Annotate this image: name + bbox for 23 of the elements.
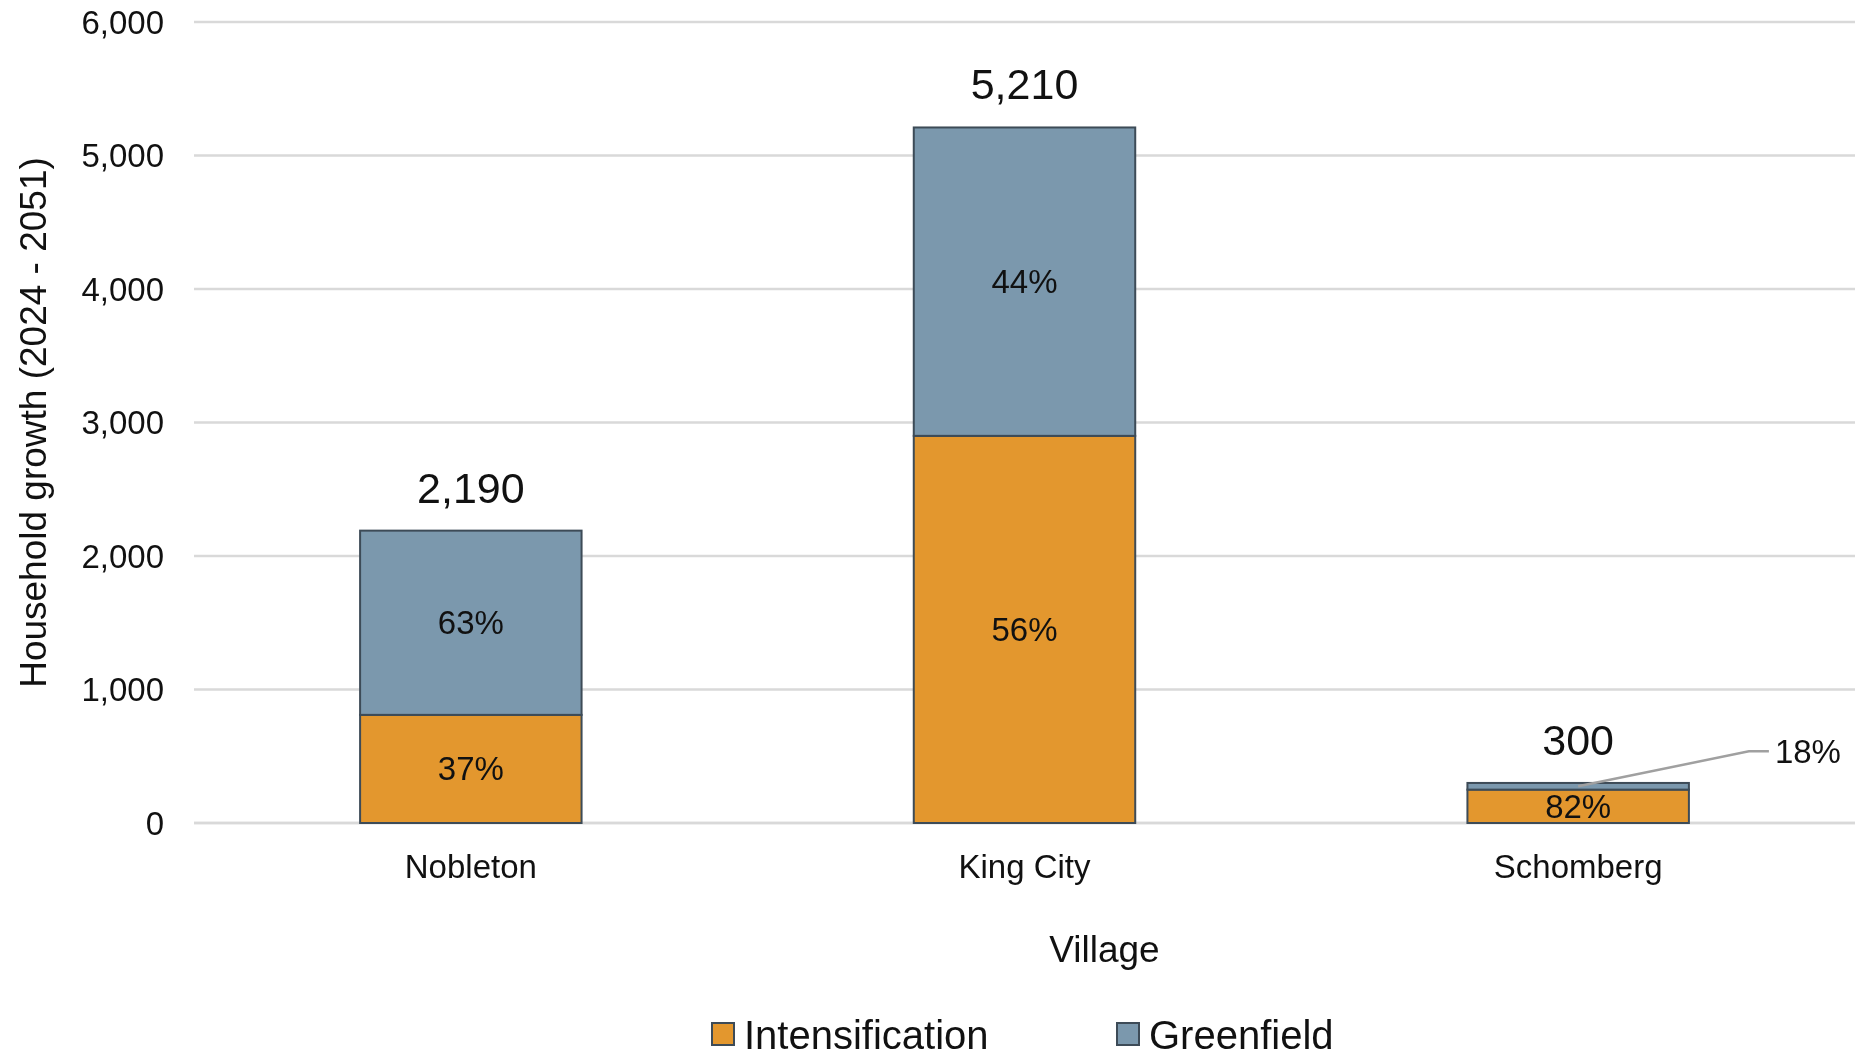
annotation: 63% (437, 604, 504, 642)
y-tick-label: 0 (145, 804, 164, 842)
y-tick-label: 5,000 (81, 137, 164, 175)
annotation: 56% (991, 610, 1058, 648)
y-tick-label: 6,000 (81, 3, 164, 41)
total-label: 2,190 (417, 463, 525, 512)
x-tick-label: Nobleton (404, 848, 537, 885)
annotation: 18% (1774, 732, 1841, 770)
y-axis-title: Household growth (2024 - 2051) (13, 157, 54, 688)
y-tick-label: 4,000 (81, 270, 164, 308)
legend-label: Greenfield (1149, 1013, 1334, 1055)
y-tick-label: 2,000 (81, 537, 164, 575)
y-tick-label: 3,000 (81, 404, 164, 442)
legend-label: Intensification (744, 1013, 989, 1055)
annotation: 82% (1545, 787, 1612, 825)
y-tick-label: 1,000 (81, 671, 164, 709)
annotation: 37% (437, 750, 504, 788)
x-tick-label: Schomberg (1493, 848, 1663, 885)
total-label: 300 (1542, 715, 1615, 764)
annotation: 44% (991, 263, 1058, 301)
x-tick-label: King City (958, 848, 1092, 885)
x-axis-title: Village (1049, 929, 1160, 970)
total-label: 5,210 (970, 60, 1079, 109)
